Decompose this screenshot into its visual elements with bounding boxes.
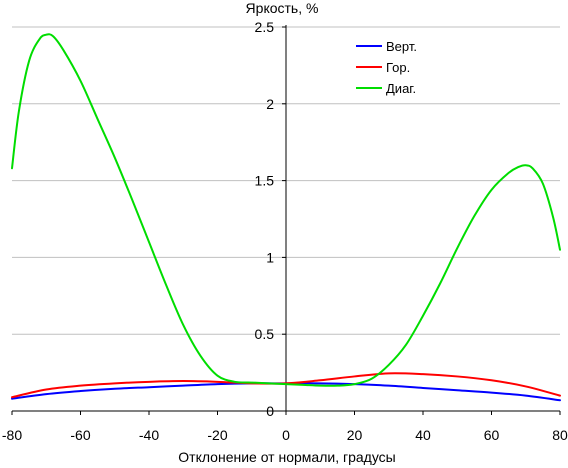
series-lines: [11, 33, 561, 402]
x-tick-label: -60: [70, 427, 90, 443]
y-axis-title: Яркость, %: [246, 0, 319, 16]
x-axis-title: Отклонение от нормали, градусы: [178, 449, 395, 465]
y-tick-label: 0.5: [255, 326, 275, 342]
y-tick-label: 2.5: [255, 19, 275, 35]
y-tick-label: 2: [266, 96, 274, 112]
series-line-diag: [11, 33, 561, 387]
x-tick-label: 0: [282, 427, 290, 443]
y-tick-label: 1: [266, 249, 274, 265]
y-tick-label: 1.5: [255, 173, 275, 189]
legend-label: Гор.: [386, 60, 410, 75]
x-tick-label: -40: [139, 427, 159, 443]
y-tick-label: 0: [266, 403, 274, 419]
x-tick-label: 40: [415, 427, 431, 443]
legend-label: Диаг.: [386, 81, 416, 96]
x-tick-label: 20: [347, 427, 363, 443]
legend-label: Верт.: [386, 39, 417, 54]
y-tick-labels: 0 0.5 1 1.5 2 2.5: [255, 19, 275, 419]
x-tick-label: 60: [484, 427, 500, 443]
x-tick-label: -20: [207, 427, 227, 443]
x-tick-label: 80: [552, 427, 568, 443]
x-tick-label: -80: [2, 427, 22, 443]
axes: [11, 25, 561, 415]
x-tick-labels: -80 -60 -40 -20 0 20 40 60 80: [2, 427, 568, 443]
legend: Верт. Гор. Диаг.: [356, 39, 417, 96]
